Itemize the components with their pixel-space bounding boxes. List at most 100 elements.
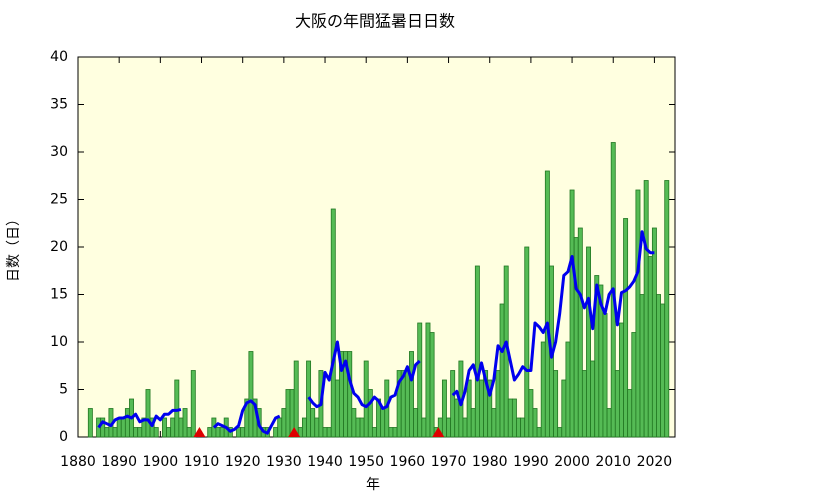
y-tick-label: 10 <box>50 334 68 350</box>
bar <box>310 408 316 438</box>
bar <box>355 417 361 438</box>
y-tick-label: 40 <box>50 49 68 65</box>
x-tick-label: 1920 <box>225 454 261 470</box>
x-axis-label: 年 <box>366 477 380 493</box>
bar <box>516 417 522 438</box>
bar <box>651 227 657 438</box>
y-axis-label: 日数（日） <box>6 212 22 282</box>
y-tick-label: 30 <box>50 144 68 160</box>
bar <box>417 322 423 438</box>
x-tick-label: 1890 <box>101 454 137 470</box>
bar <box>553 370 559 438</box>
moving-average-line <box>97 407 182 429</box>
y-tick-label: 5 <box>59 382 68 398</box>
moving-average-line <box>212 399 281 435</box>
bar <box>479 379 484 438</box>
y-tick-label: 15 <box>50 287 68 303</box>
bar <box>590 360 596 438</box>
bar <box>326 427 332 438</box>
bar <box>536 427 542 438</box>
bar <box>166 427 172 438</box>
bar <box>347 351 353 438</box>
bar <box>577 227 583 438</box>
bar <box>215 427 221 438</box>
bar <box>380 408 386 438</box>
bar <box>643 180 649 438</box>
x-tick-label: 1980 <box>472 454 508 470</box>
bar <box>133 427 139 438</box>
x-tick-label: 2000 <box>554 454 590 470</box>
bar <box>281 408 287 438</box>
bar <box>635 189 641 438</box>
bar <box>120 417 126 438</box>
bar <box>544 170 550 438</box>
bar <box>351 408 357 438</box>
relocation-marker <box>193 427 206 437</box>
bar <box>162 417 167 438</box>
bar <box>248 351 254 438</box>
bar <box>186 427 192 438</box>
bar <box>314 417 320 438</box>
bar <box>392 427 398 438</box>
bar <box>499 303 505 438</box>
bar <box>174 379 180 438</box>
bar <box>557 427 563 438</box>
y-tick-label: 25 <box>50 192 68 208</box>
bar <box>137 427 143 438</box>
bar <box>656 294 661 438</box>
bar <box>145 389 151 438</box>
bar <box>273 427 279 438</box>
bar <box>639 294 645 438</box>
bar <box>409 351 414 438</box>
bar <box>112 427 118 438</box>
y-tick-label: 0 <box>59 429 68 445</box>
bar <box>647 256 653 438</box>
moving-average-line <box>307 340 421 410</box>
bar <box>470 408 476 438</box>
bar <box>614 370 620 438</box>
bar <box>359 417 365 438</box>
bar <box>425 322 431 438</box>
bar <box>124 408 130 438</box>
bar <box>322 427 328 438</box>
bar <box>334 379 340 438</box>
bar <box>462 417 468 438</box>
bar <box>627 389 633 438</box>
bar <box>285 389 291 438</box>
x-tick-label: 1960 <box>390 454 426 470</box>
bar <box>404 370 410 438</box>
bar <box>293 360 299 438</box>
bar <box>569 189 575 438</box>
bar <box>182 408 188 438</box>
bar <box>367 389 373 438</box>
y-tick-label: 20 <box>50 239 68 255</box>
bar <box>116 417 122 438</box>
bar <box>207 427 213 438</box>
bar <box>454 398 460 438</box>
bar <box>219 427 225 438</box>
x-tick-label: 1940 <box>307 454 343 470</box>
x-tick-label: 1880 <box>60 454 96 470</box>
bar <box>491 408 497 438</box>
y-tick-label: 35 <box>50 97 68 113</box>
bar <box>619 322 624 438</box>
bar <box>631 332 637 438</box>
x-tick-label: 2010 <box>595 454 631 470</box>
bar <box>446 417 452 438</box>
bar <box>466 379 472 438</box>
bar <box>104 427 110 438</box>
x-tick-label: 1970 <box>431 454 467 470</box>
relocation-marker <box>432 427 445 437</box>
x-tick-label: 1990 <box>513 454 549 470</box>
bar <box>623 218 629 438</box>
bar <box>602 313 608 438</box>
bar <box>565 341 571 438</box>
bar <box>330 208 336 438</box>
bar <box>153 427 159 438</box>
bar <box>528 389 534 438</box>
bar <box>474 265 480 438</box>
bar <box>511 398 517 438</box>
bar <box>660 303 666 438</box>
bar <box>561 379 567 438</box>
bar <box>520 417 526 438</box>
